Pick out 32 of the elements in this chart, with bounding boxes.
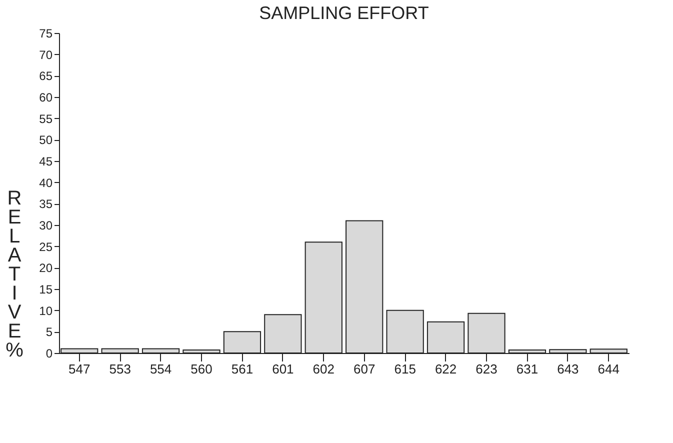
x-tick-label: 615 <box>394 362 416 376</box>
y-tick-label: 75 <box>39 26 53 40</box>
x-tick-label: 602 <box>312 362 334 376</box>
y-tick-label: 60 <box>39 90 53 104</box>
x-tick-label: 553 <box>109 362 131 376</box>
x-tick-label: 601 <box>272 362 294 376</box>
y-tick-label: 35 <box>39 197 53 212</box>
x-tick-label: 623 <box>476 362 498 376</box>
y-tick-label: 20 <box>39 261 53 276</box>
x-tick-label: 622 <box>434 362 457 376</box>
y-tick-label: 25 <box>39 240 53 254</box>
x-tick-label: 631 <box>516 362 538 376</box>
y-tick-label: 50 <box>39 133 53 148</box>
y-tick-label: 65 <box>39 69 53 84</box>
y-tick-label: 15 <box>39 282 53 296</box>
x-tick-label: 644 <box>598 362 620 376</box>
text: RELATIVE % <box>6 188 24 362</box>
x-tick-label: 643 <box>557 362 579 376</box>
x-tick-label: 554 <box>150 362 172 376</box>
x-tick-label: 607 <box>354 362 376 376</box>
x-tick-label: 560 <box>190 362 212 376</box>
y-tick-label: 5 <box>46 325 53 340</box>
y-tick-label: 40 <box>39 176 53 190</box>
x-tick-label: 561 <box>231 362 254 376</box>
y-tick-label: 10 <box>39 304 53 318</box>
y-tick-label: 30 <box>39 218 53 232</box>
y-tick-label: 55 <box>39 112 53 126</box>
y-tick-label: 70 <box>39 48 53 62</box>
chart-title: SAMPLING EFFORT <box>259 3 429 23</box>
y-tick-label: 45 <box>39 154 53 168</box>
x-tick-label: 547 <box>68 362 90 376</box>
y-tick-label: 0 <box>46 346 53 360</box>
